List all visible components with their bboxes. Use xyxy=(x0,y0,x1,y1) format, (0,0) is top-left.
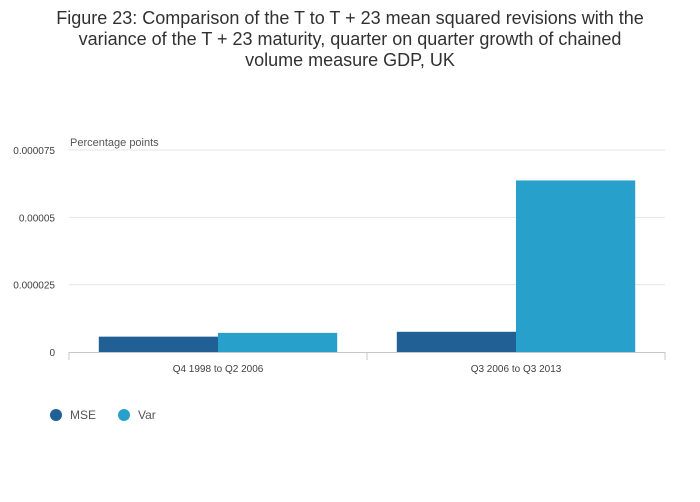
bar-var-0[interactable] xyxy=(218,332,338,352)
bar-mse-1[interactable] xyxy=(396,331,516,352)
x-tick-label: Q4 1998 to Q2 2006 xyxy=(173,364,264,375)
y-axis-tick-labels: 0 0.000025 0.00005 0.000075 xyxy=(13,146,55,359)
bar-var-1[interactable] xyxy=(516,180,636,352)
legend-item-mse[interactable]: MSE xyxy=(50,408,96,422)
legend: MSE Var xyxy=(50,408,156,422)
y-tick-label: 0 xyxy=(49,348,55,359)
legend-item-var[interactable]: Var xyxy=(118,408,156,422)
legend-label-mse: MSE xyxy=(70,408,97,422)
chart-title-line-2: variance of the T + 23 maturity, quarter… xyxy=(78,29,622,49)
x-tick-label: Q3 2006 to Q3 2013 xyxy=(471,364,562,375)
legend-swatch-var xyxy=(118,409,131,421)
x-axis: Q4 1998 to Q2 2006 Q3 2006 to Q3 2013 xyxy=(68,352,666,375)
chart-title-line-3: volume measure GDP, UK xyxy=(245,50,455,70)
chart-title: Figure 23: Comparison of the T to T + 23… xyxy=(20,8,680,71)
chart-title-line-1: Figure 23: Comparison of the T to T + 23… xyxy=(56,8,644,28)
legend-swatch-mse xyxy=(50,409,62,421)
bar-mse-0[interactable] xyxy=(98,336,218,352)
y-axis-label: Percentage points xyxy=(70,137,159,149)
y-tick-label: 0.000075 xyxy=(13,146,55,157)
legend-label-var: Var xyxy=(138,408,156,422)
y-tick-label: 0.000025 xyxy=(13,281,55,292)
bars xyxy=(98,180,636,352)
y-tick-label: 0.00005 xyxy=(19,213,56,224)
